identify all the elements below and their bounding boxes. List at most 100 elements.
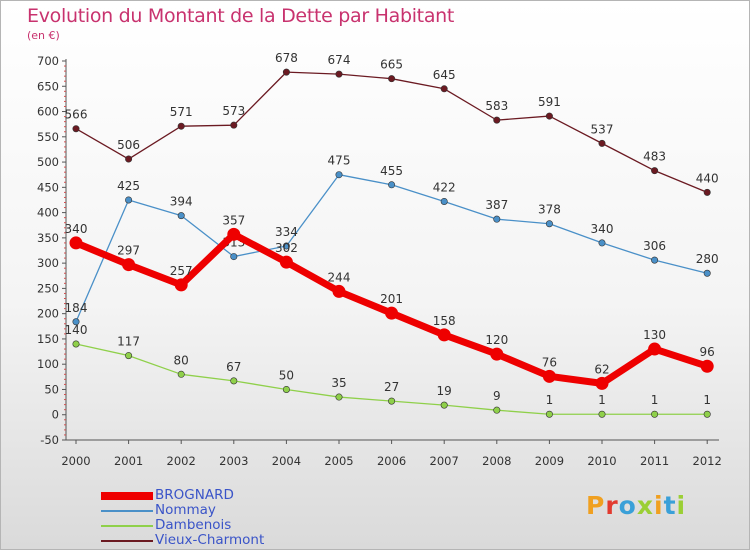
x-tick-label: 2005 (324, 454, 353, 468)
data-label: 483 (643, 150, 666, 164)
data-point (598, 239, 606, 247)
data-point (122, 258, 136, 272)
data-label: 506 (117, 138, 140, 152)
data-label: 280 (696, 252, 719, 266)
data-label: 378 (538, 203, 561, 217)
data-point (230, 253, 238, 261)
legend-item: BROGNARD (101, 488, 264, 503)
data-point (437, 328, 451, 342)
data-point (227, 227, 241, 241)
data-point (493, 116, 501, 124)
x-tick-label: 2001 (114, 454, 143, 468)
logo-letter: o (618, 491, 637, 520)
data-label: 394 (170, 195, 193, 209)
data-point (703, 410, 711, 418)
data-label: 158 (433, 314, 456, 328)
data-label: 50 (279, 368, 294, 382)
data-label: 566 (65, 108, 88, 122)
legend-item: Nommay (101, 503, 264, 518)
data-label: 120 (485, 333, 508, 347)
data-point (595, 376, 609, 390)
data-label: 96 (700, 345, 715, 359)
logo-letter: i (676, 491, 687, 520)
data-point (69, 236, 83, 250)
y-tick-label: 400 (37, 206, 59, 220)
data-label: 340 (591, 222, 614, 236)
data-point (72, 125, 80, 133)
data-point (177, 122, 185, 130)
legend-swatch (101, 539, 153, 542)
data-point (703, 269, 711, 277)
y-tick-label: 0 (52, 408, 59, 422)
data-label: 35 (331, 376, 346, 390)
logo-letter: i (654, 491, 664, 520)
y-tick-label: 700 (37, 54, 59, 68)
proxiti-logo: Proxiti (586, 491, 686, 520)
logo-letter: r (605, 491, 619, 520)
legend-swatch (101, 509, 153, 512)
data-label: 665 (380, 58, 403, 72)
data-point (598, 139, 606, 147)
legend-item: Vieux-Charmont (101, 533, 264, 548)
data-label: 306 (643, 239, 666, 253)
data-point (230, 377, 238, 385)
data-point (174, 278, 188, 292)
data-label: 357 (222, 213, 245, 227)
data-label: 334 (275, 225, 298, 239)
data-label: 117 (117, 335, 140, 349)
legend-label: Nommay (155, 502, 216, 518)
data-point (493, 406, 501, 414)
data-label: 302 (275, 241, 298, 255)
y-tick-label: 150 (37, 332, 59, 346)
x-tick-label: 2011 (640, 454, 669, 468)
data-point (125, 352, 133, 360)
data-label: 257 (170, 264, 193, 278)
y-tick-label: 300 (37, 256, 59, 270)
y-tick-label: 650 (37, 79, 59, 93)
data-label: 62 (594, 362, 609, 376)
legend-label: BROGNARD (155, 487, 234, 503)
data-label: 184 (65, 301, 88, 315)
data-label: 140 (65, 323, 88, 337)
data-point (177, 212, 185, 220)
x-tick-label: 2009 (535, 454, 564, 468)
data-point (545, 220, 553, 228)
data-label: 475 (328, 154, 351, 168)
data-point (490, 347, 504, 361)
data-label: 27 (384, 380, 399, 394)
data-point (651, 167, 659, 175)
data-point (72, 318, 80, 326)
data-point (703, 188, 711, 196)
legend: BROGNARD Nommay Dambenois Vieux-Charmont (101, 488, 264, 548)
x-tick-label: 2003 (219, 454, 248, 468)
data-label: 678 (275, 51, 298, 65)
data-label: 244 (328, 270, 351, 284)
data-label: 1 (598, 393, 606, 407)
y-tick-label: 50 (44, 382, 59, 396)
data-label: 422 (433, 180, 456, 194)
data-point (651, 256, 659, 264)
data-point (648, 342, 662, 356)
data-label: 297 (117, 244, 140, 258)
x-tick-label: 2000 (61, 454, 90, 468)
logo-letter: P (586, 491, 606, 520)
data-point (545, 410, 553, 418)
data-point (282, 242, 290, 250)
data-point (177, 370, 185, 378)
x-tick-label: 2010 (587, 454, 616, 468)
data-label: 573 (222, 104, 245, 118)
data-label: 1 (546, 393, 554, 407)
data-point (335, 70, 343, 78)
data-point (440, 197, 448, 205)
x-tick-label: 2002 (167, 454, 196, 468)
data-point (385, 306, 399, 320)
legend-item: Dambenois (101, 518, 264, 533)
data-label: 67 (226, 360, 241, 374)
y-tick-label: 500 (37, 155, 59, 169)
y-tick-label: 550 (37, 130, 59, 144)
data-point (388, 75, 396, 83)
data-label: 674 (328, 53, 351, 67)
x-tick-label: 2007 (430, 454, 459, 468)
